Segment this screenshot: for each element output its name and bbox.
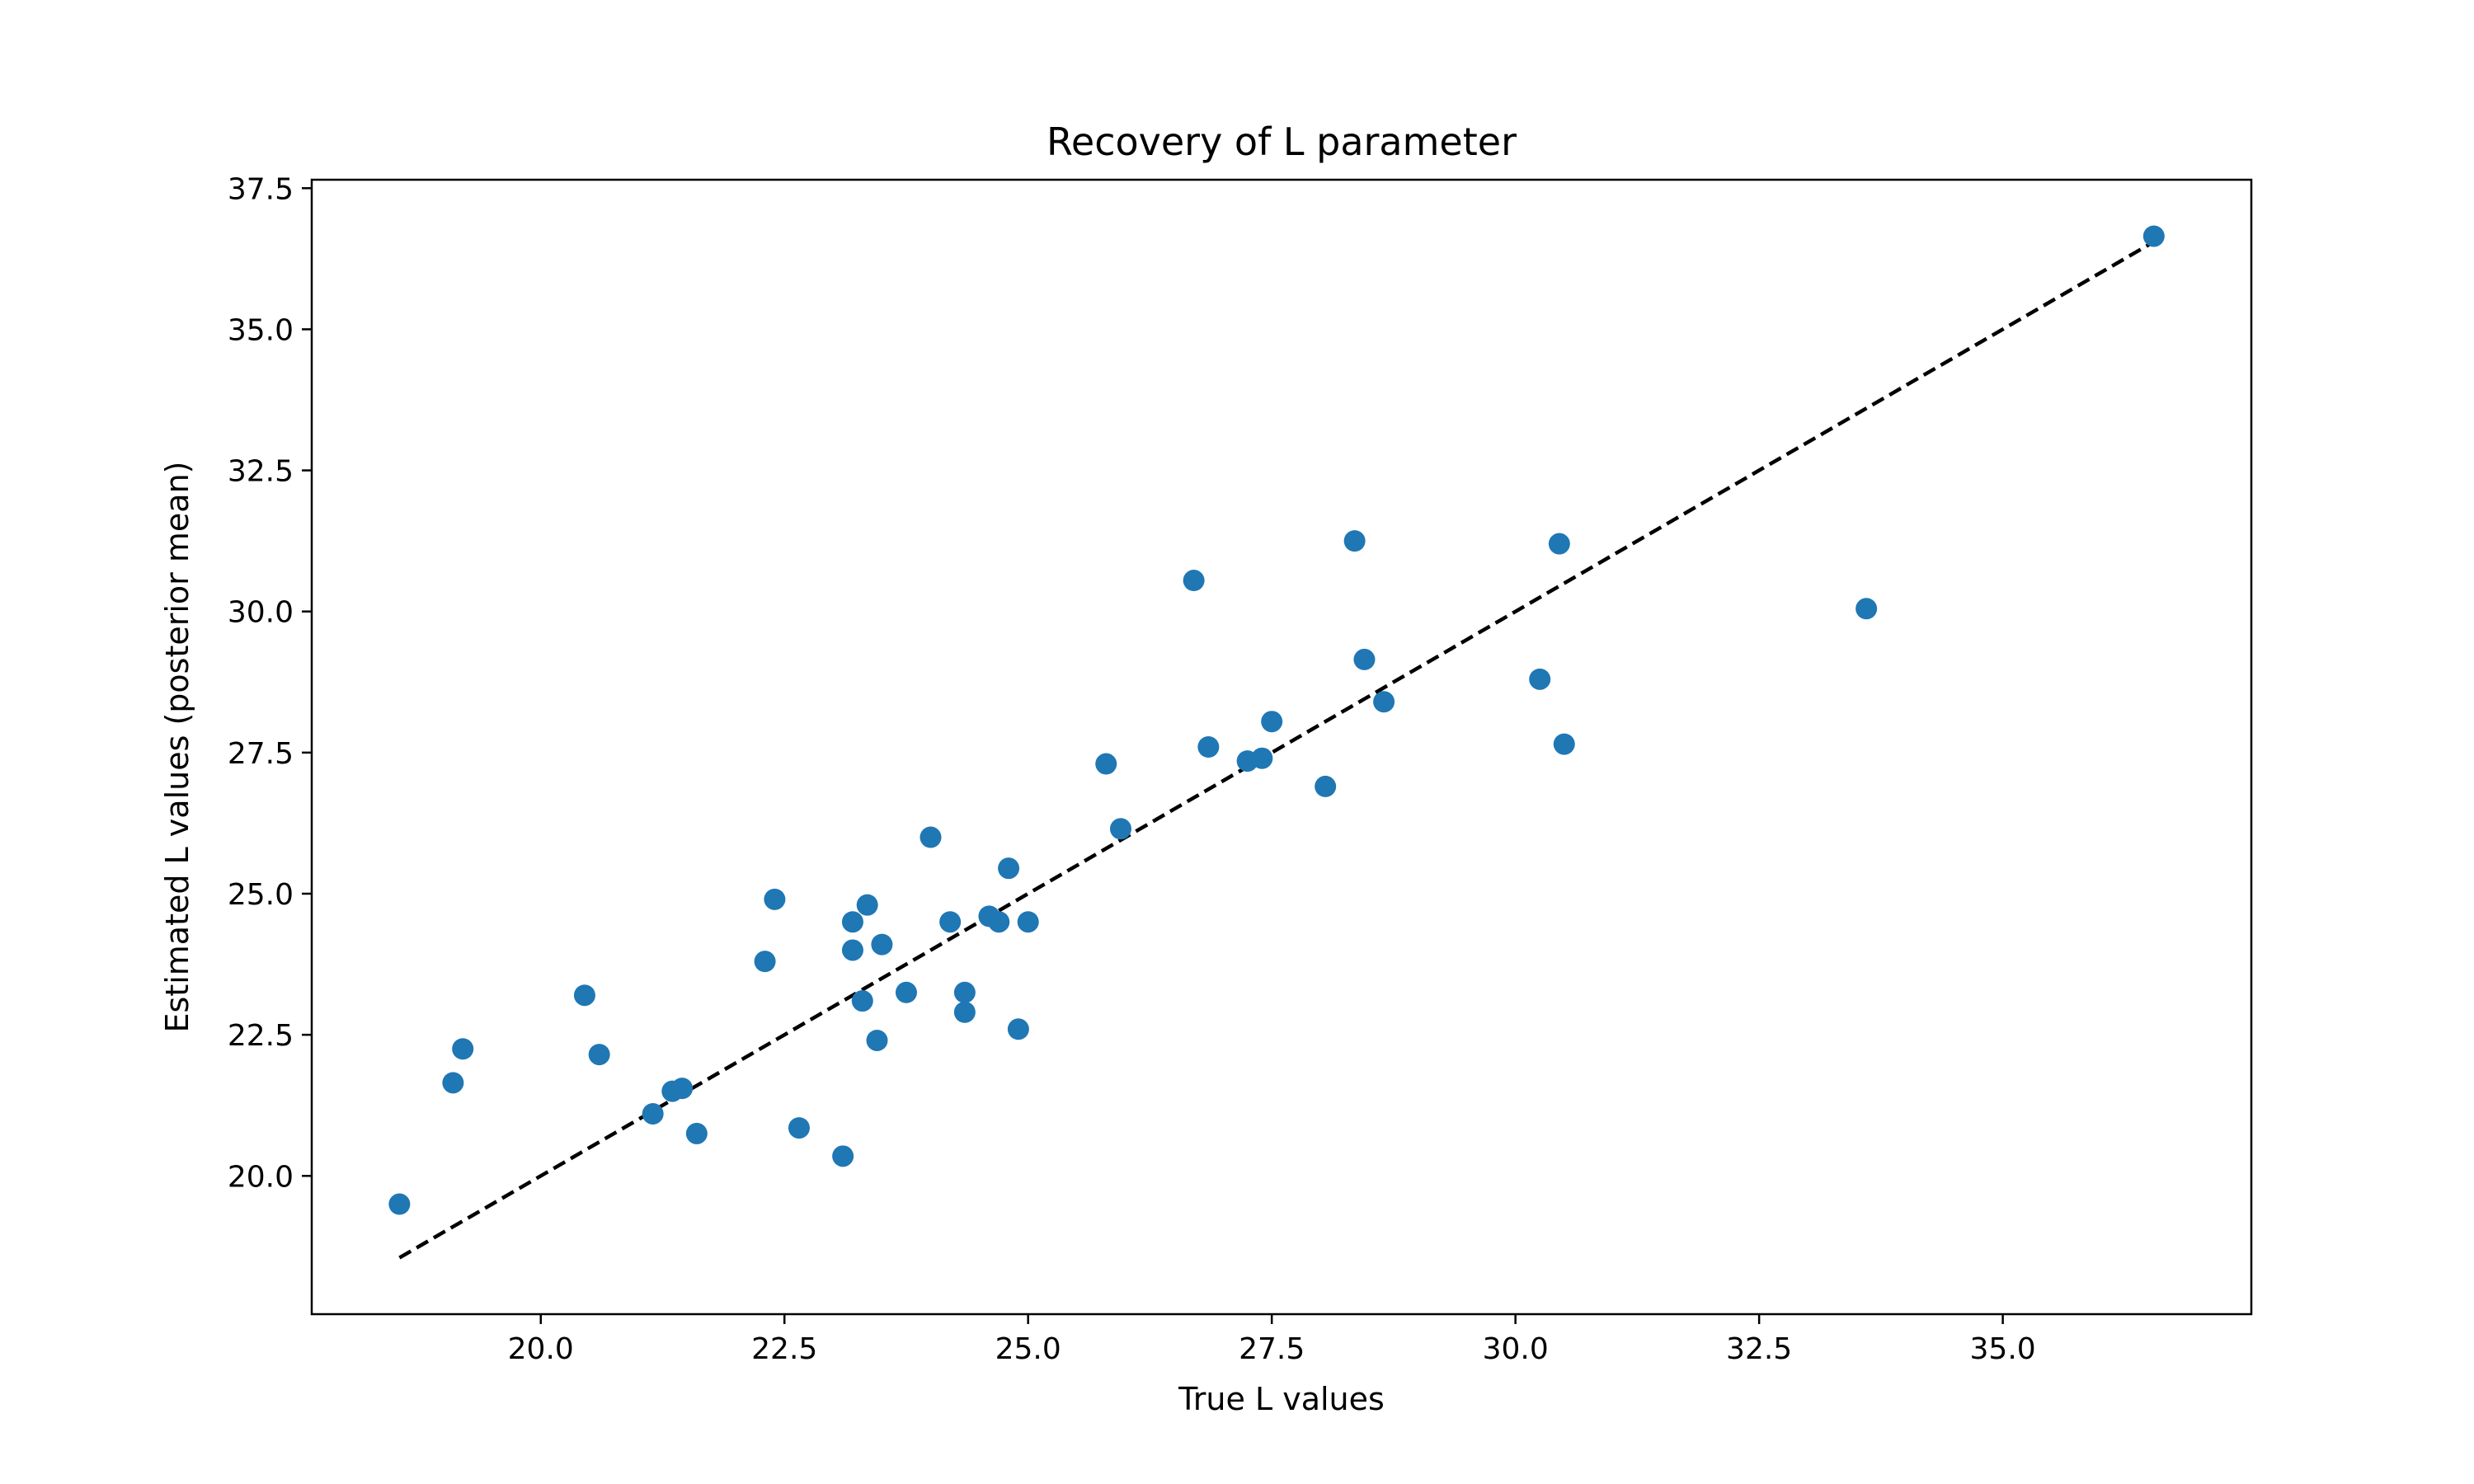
data-point-32 <box>1197 736 1220 758</box>
data-point-29 <box>1095 753 1117 775</box>
data-point-21 <box>939 911 962 933</box>
data-point-5 <box>642 1102 664 1125</box>
x-tick-label: 20.0 <box>508 1332 574 1366</box>
data-point-43 <box>1856 598 1878 620</box>
data-point-8 <box>685 1122 708 1144</box>
data-point-31 <box>1183 570 1205 592</box>
y-tick-label: 35.0 <box>228 313 294 347</box>
x-tick-label: 27.5 <box>1239 1332 1305 1366</box>
data-point-12 <box>832 1145 854 1167</box>
x-axis-label: True L values <box>1178 1381 1385 1417</box>
data-point-10 <box>764 888 786 910</box>
y-axis: 20.0 22.5 25.0 27.5 30.0 32.5 35.0 37.5 <box>228 172 312 1194</box>
x-tick-label: 35.0 <box>1970 1332 2036 1366</box>
data-point-14 <box>841 911 863 933</box>
y-axis-label: Estimated L values (posterior mean) <box>159 462 195 1033</box>
data-point-9 <box>754 951 776 973</box>
data-point-41 <box>1548 533 1570 555</box>
x-axis: 20.0 22.5 25.0 27.5 30.0 32.5 35.0 <box>508 1314 2036 1366</box>
y-tick-label: 32.5 <box>228 455 294 489</box>
data-point-13 <box>841 939 863 961</box>
x-tick-label: 30.0 <box>1483 1332 1549 1366</box>
data-point-19 <box>895 981 917 1003</box>
plot-area-frame <box>310 178 2253 1316</box>
y-tick-label: 25.0 <box>228 878 294 912</box>
data-point-15 <box>851 990 873 1012</box>
data-point-39 <box>1373 691 1395 713</box>
y-tick-label: 27.5 <box>228 737 294 771</box>
data-point-7 <box>671 1078 694 1100</box>
data-point-36 <box>1315 775 1337 797</box>
data-point-23 <box>953 981 976 1003</box>
data-point-40 <box>1529 668 1551 690</box>
data-point-16 <box>856 894 878 916</box>
y-tick-label: 30.0 <box>228 596 294 630</box>
data-point-42 <box>1553 733 1575 755</box>
data-point-1 <box>442 1072 464 1094</box>
data-point-30 <box>1109 818 1131 840</box>
data-point-11 <box>788 1117 810 1139</box>
data-point-44 <box>2142 225 2165 247</box>
data-point-17 <box>866 1029 888 1051</box>
data-point-2 <box>452 1038 474 1060</box>
y-tick-label: 20.0 <box>228 1160 294 1194</box>
data-point-28 <box>1017 911 1039 933</box>
data-point-20 <box>920 826 942 848</box>
data-point-26 <box>998 857 1020 880</box>
data-point-22 <box>953 1001 976 1023</box>
y-tick-label: 22.5 <box>228 1019 294 1053</box>
data-point-35 <box>1261 711 1283 733</box>
x-tick-label: 32.5 <box>1726 1332 1792 1366</box>
x-tick-label: 25.0 <box>995 1332 1061 1366</box>
data-point-25 <box>988 911 1010 933</box>
data-point-0 <box>388 1193 411 1215</box>
data-point-34 <box>1251 747 1273 769</box>
data-point-3 <box>573 984 595 1007</box>
data-point-38 <box>1353 648 1376 670</box>
data-point-27 <box>1007 1018 1029 1040</box>
data-point-4 <box>588 1044 610 1066</box>
data-point-37 <box>1343 530 1366 552</box>
y-tick-label: 37.5 <box>228 172 294 206</box>
x-tick-label: 22.5 <box>751 1332 817 1366</box>
chart-title: Recovery of L parameter <box>1047 120 1517 164</box>
data-point-18 <box>871 933 893 956</box>
points-layer <box>388 225 2165 1215</box>
